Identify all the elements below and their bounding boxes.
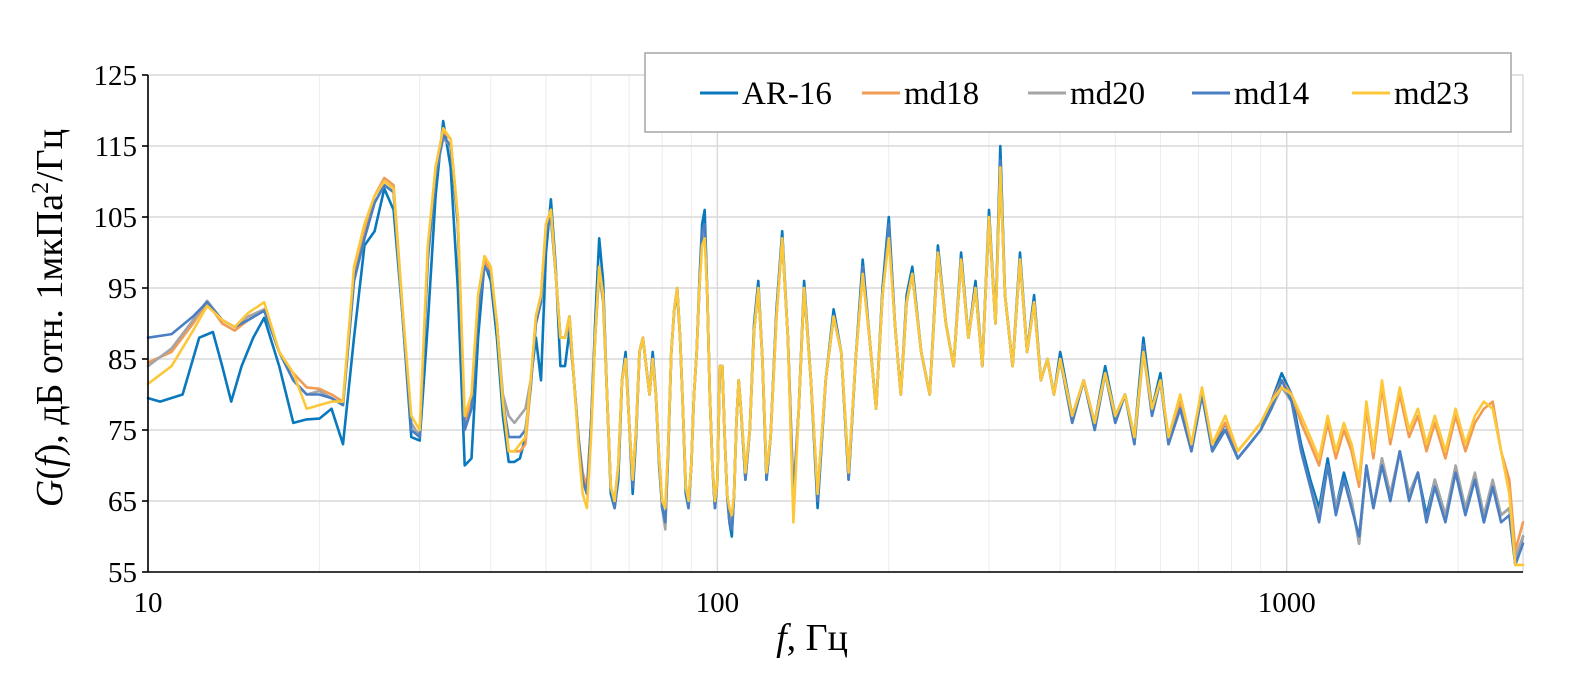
- y-tick-label: 125: [94, 60, 138, 92]
- y-axis-title: G(f), дБ отн. 1мкПа2/Гц: [28, 129, 71, 507]
- tick-labels: 55 65 75 85 95 105 115 125 10 100 1000: [94, 60, 1316, 619]
- y-tick-label: 65: [108, 486, 137, 518]
- x-tick-label: 1000: [1258, 587, 1316, 619]
- y-axis-title-rest-a: ), дБ отн. 1мкПа: [29, 194, 71, 457]
- y-tick-label: 105: [94, 202, 138, 234]
- y-tick-label: 95: [108, 273, 137, 305]
- axes: [147, 75, 1523, 573]
- legend-label: AR-16: [742, 76, 832, 112]
- series-line-md23: [146, 127, 1525, 567]
- y-tick-label: 115: [95, 131, 137, 163]
- series-group: [146, 119, 1525, 567]
- legend-label: md20: [1070, 76, 1145, 112]
- x-tick-label: 100: [696, 587, 740, 619]
- x-tick-label: 10: [134, 587, 163, 619]
- x-axis-title-rest: , Гц: [787, 617, 848, 659]
- y-tick-label: 85: [108, 344, 137, 376]
- legend-label: md14: [1234, 76, 1309, 112]
- y-tick-label: 55: [108, 557, 137, 589]
- legend-label: md23: [1394, 76, 1469, 112]
- y-axis-title-sup: 2: [28, 182, 54, 194]
- y-axis-title-g: G: [29, 480, 71, 507]
- y-tick-label: 75: [108, 415, 137, 447]
- legend-items: AR-16 md18 md20 md14 md23: [700, 76, 1469, 112]
- legend: AR-16 md18 md20 md14 md23: [644, 52, 1512, 133]
- x-axis-title: f, Гц: [776, 617, 848, 659]
- y-axis-title-rest-b: /Гц: [29, 129, 71, 182]
- legend-label: md18: [904, 76, 979, 112]
- y-axis-title-paren: (: [29, 467, 71, 480]
